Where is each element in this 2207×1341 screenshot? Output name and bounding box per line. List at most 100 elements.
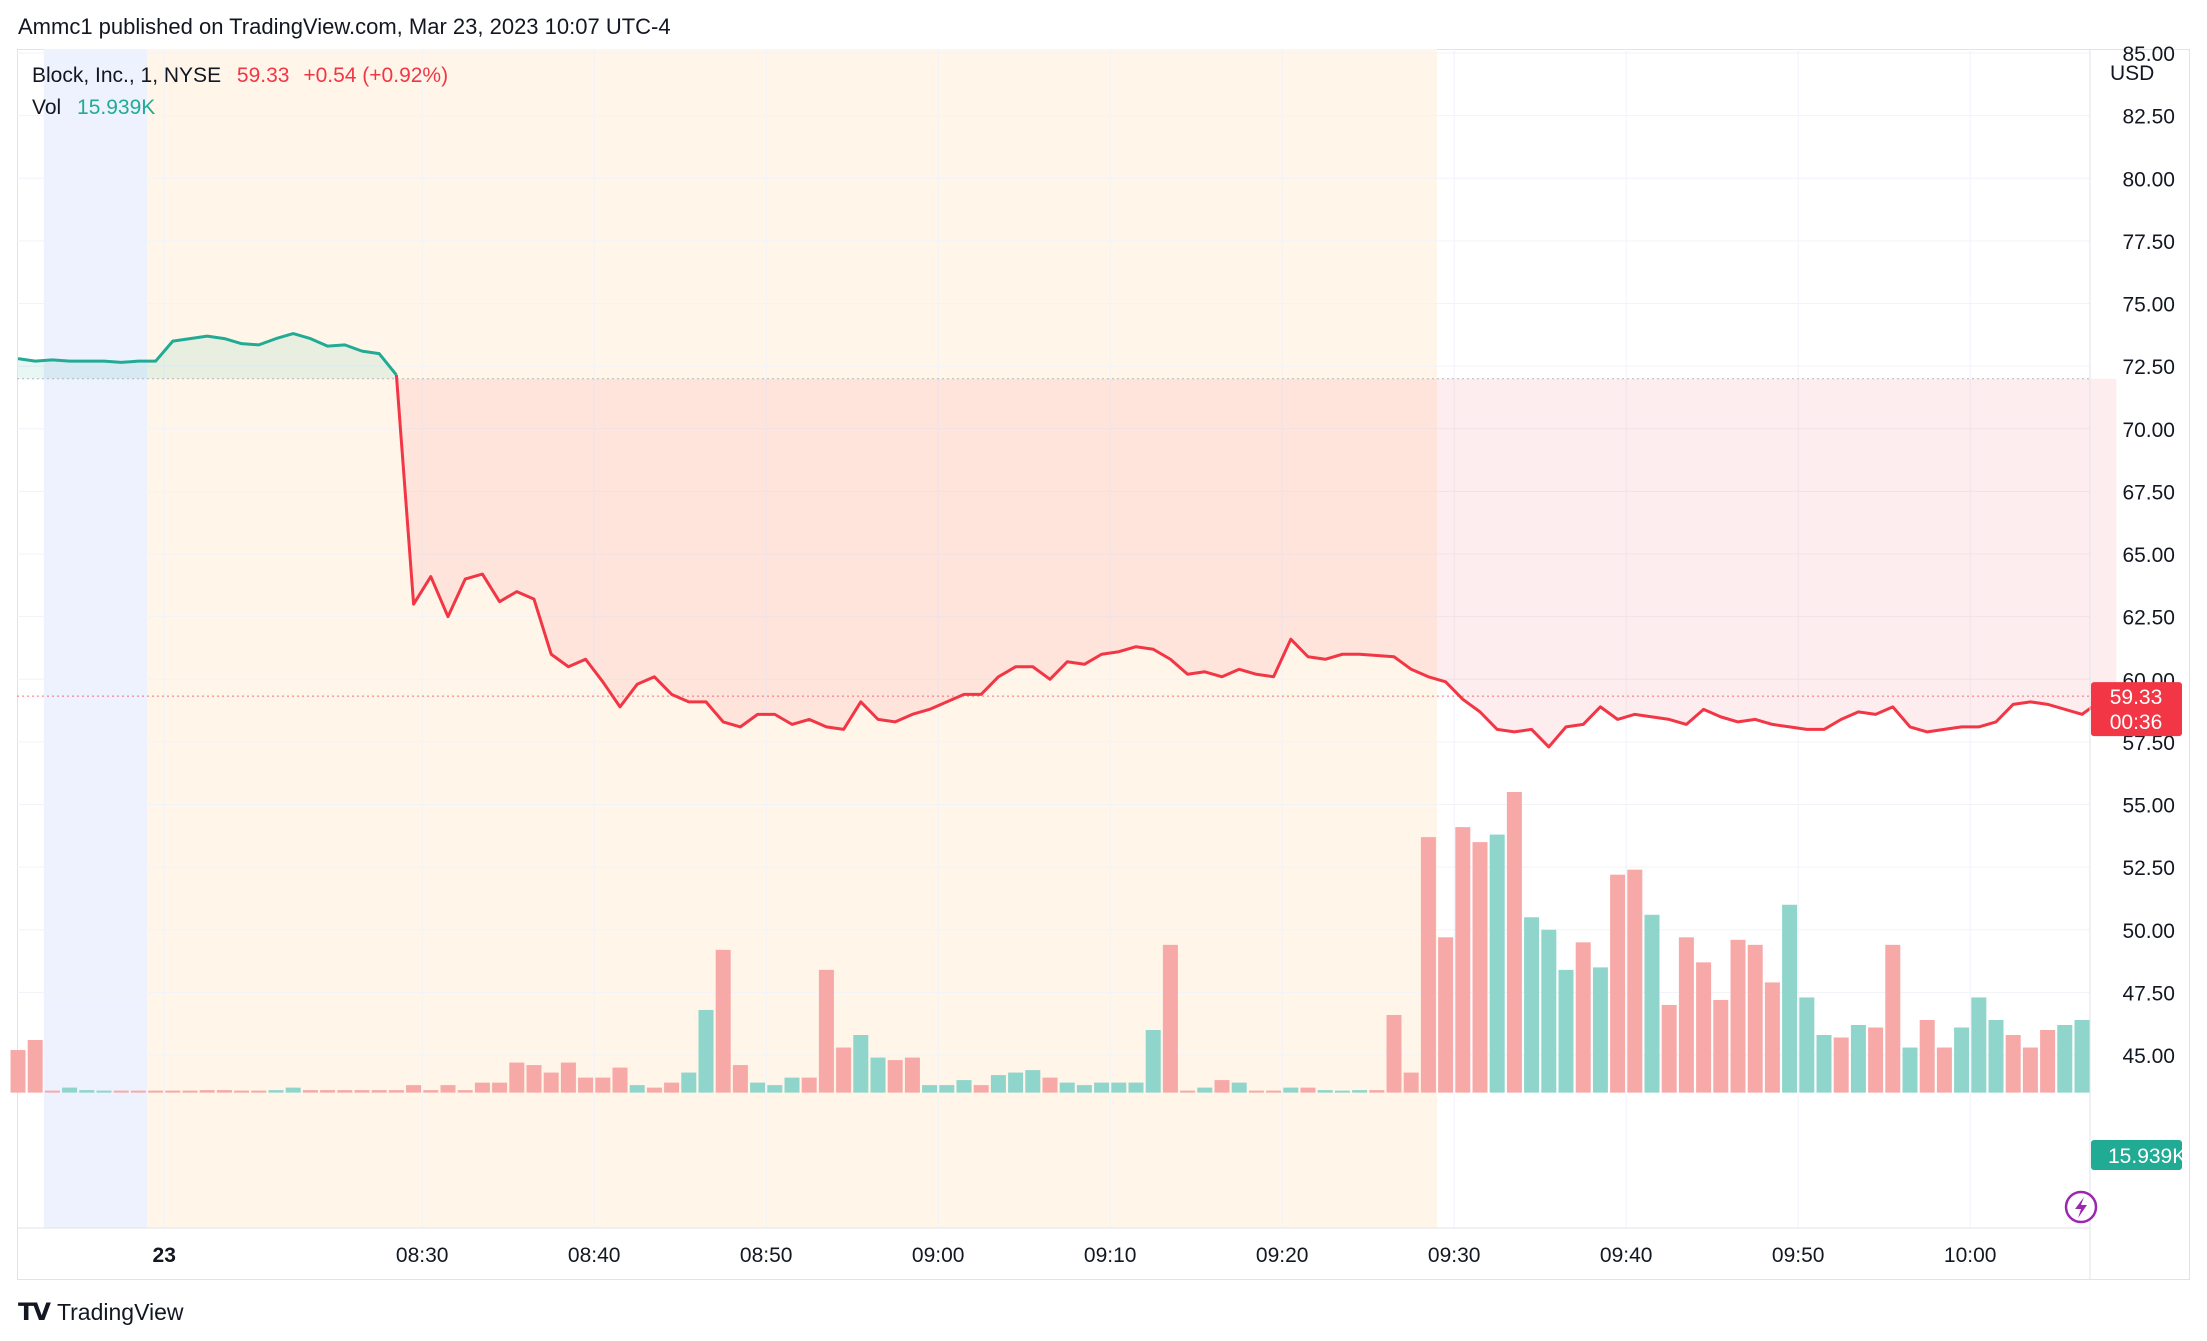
volume-bar: [1111, 1082, 1127, 1093]
volume-bar: [1541, 929, 1557, 1093]
baseline-fill: [17, 333, 2117, 747]
legend-symbol[interactable]: Block, Inc., 1, NYSE: [32, 64, 222, 87]
premarket-early-band: [43, 49, 147, 1228]
volume-bar: [1678, 937, 1694, 1093]
volume-bar: [1283, 1087, 1299, 1093]
last-volume-label: 15.939K: [2108, 1145, 2186, 1168]
volume-bar: [216, 1090, 232, 1093]
volume-bar: [2074, 1019, 2090, 1093]
volume-bar: [1025, 1070, 1041, 1093]
lightning-bolt: [2075, 1197, 2087, 1218]
volume-bar: [354, 1090, 370, 1093]
volume-bar: [268, 1090, 284, 1093]
lightning-icon[interactable]: [2064, 1190, 2098, 1224]
axes: 87.50 85.00 82.50 80.00 77.50 75.00 72.50 70.00…: [17, 0, 2175, 1280]
volume-bar: [27, 1040, 43, 1093]
brand-name: TradingView: [56, 1298, 184, 1325]
volume-bar: [750, 1082, 766, 1093]
published-header: Ammc1 published on TradingView.com, Mar …: [18, 14, 671, 39]
y-tick-label: 45.00: [2122, 1045, 2175, 1068]
volume-bar: [79, 1090, 95, 1093]
price-line-up: [17, 332, 398, 376]
volume-bar: [1782, 904, 1798, 1093]
volume-bar: [1489, 834, 1505, 1093]
volume-bar: [904, 1057, 920, 1093]
volume-bar: [423, 1090, 439, 1093]
volume-bar: [1816, 1035, 1832, 1093]
countdown-label: 00:36: [2110, 711, 2163, 734]
volume-bar: [2005, 1035, 2021, 1093]
volume-bar: [715, 949, 731, 1093]
y-tick-label: 62.50: [2122, 607, 2175, 630]
volume-bar: [302, 1090, 318, 1093]
volume-bar: [1936, 1047, 1952, 1093]
volume-bar: [1730, 939, 1746, 1093]
volume-bar: [1644, 914, 1660, 1093]
x-tick-label: 09:00: [912, 1244, 965, 1267]
volume-bar: [853, 1035, 869, 1093]
volume-bar: [130, 1090, 146, 1093]
volume-bar: [784, 1077, 800, 1093]
x-tick-label: 23: [153, 1244, 176, 1267]
volume-bar: [1472, 842, 1488, 1093]
volume-bar: [973, 1085, 989, 1093]
volume-bar: [165, 1090, 181, 1093]
y-tick-label: 75.00: [2122, 294, 2175, 317]
volume-bar: [1042, 1077, 1058, 1093]
volume-bar: [1506, 792, 1522, 1093]
volume-bar: [1386, 1014, 1402, 1093]
volume-bar: [388, 1090, 404, 1093]
volume-bar: [870, 1057, 886, 1093]
volume-bar: [1403, 1072, 1419, 1093]
volume-bar: [1850, 1024, 1866, 1093]
volume-bar: [698, 1009, 714, 1093]
y-tick-label: 80.00: [2122, 168, 2175, 191]
volume-bar: [182, 1090, 198, 1093]
legend-vol-value: 15.939K: [77, 96, 156, 119]
legend-vol-label[interactable]: Vol: [32, 96, 62, 119]
volume-bar: [1334, 1090, 1350, 1093]
legend-main: Block, Inc., 1, NYSE 59.33 +0.54 (+0.92%…: [32, 64, 448, 88]
currency-label: USD: [2110, 62, 2154, 85]
volume-bar: [1231, 1082, 1247, 1093]
session-backgrounds: [43, 49, 1437, 1228]
x-tick-label: 08:50: [740, 1244, 793, 1267]
volume-bar: [1954, 1027, 1970, 1093]
volume-bar: [492, 1082, 508, 1093]
tradingview-brand[interactable]: TV TradingView: [18, 1298, 184, 1326]
y-tick-label: 52.50: [2122, 857, 2175, 880]
volume-bar: [371, 1090, 387, 1093]
x-tick-label: 09:50: [1772, 1244, 1825, 1267]
volume-bar: [10, 1050, 26, 1093]
x-tick-label: 08:40: [568, 1244, 621, 1267]
volume-bar: [44, 1090, 60, 1093]
last-price-box: [2091, 682, 2182, 737]
last-price-label: 59.33: [2110, 686, 2163, 709]
volume-bar: [939, 1085, 955, 1093]
y-tick-label: 57.50: [2122, 732, 2175, 755]
volume-bar: [1868, 1027, 1884, 1093]
volume-bar: [956, 1080, 972, 1093]
volume-bar: [1696, 962, 1712, 1093]
y-tick-label: 72.50: [2122, 356, 2175, 379]
volume-bar: [1455, 827, 1471, 1093]
volume-bar: [1420, 837, 1436, 1093]
y-tick-label: 77.50: [2122, 231, 2175, 254]
volume-bar: [1524, 917, 1540, 1093]
volume-bar: [1919, 1019, 1935, 1093]
volume-bar: [457, 1090, 473, 1093]
x-tick-label: 09:20: [1256, 1244, 1309, 1267]
volume-bar: [199, 1090, 215, 1093]
volume-bar: [887, 1060, 903, 1093]
volume-bar: [148, 1090, 164, 1093]
volume-bar: [990, 1075, 1006, 1093]
y-tick-label: 82.50: [2122, 106, 2175, 129]
volume-bar: [578, 1077, 594, 1093]
volume-bar: [1094, 1082, 1110, 1093]
volume-bar: [474, 1082, 490, 1093]
volume-bar: [1197, 1087, 1213, 1093]
volume-bar: [629, 1085, 645, 1093]
volume-bar: [1971, 997, 1987, 1093]
